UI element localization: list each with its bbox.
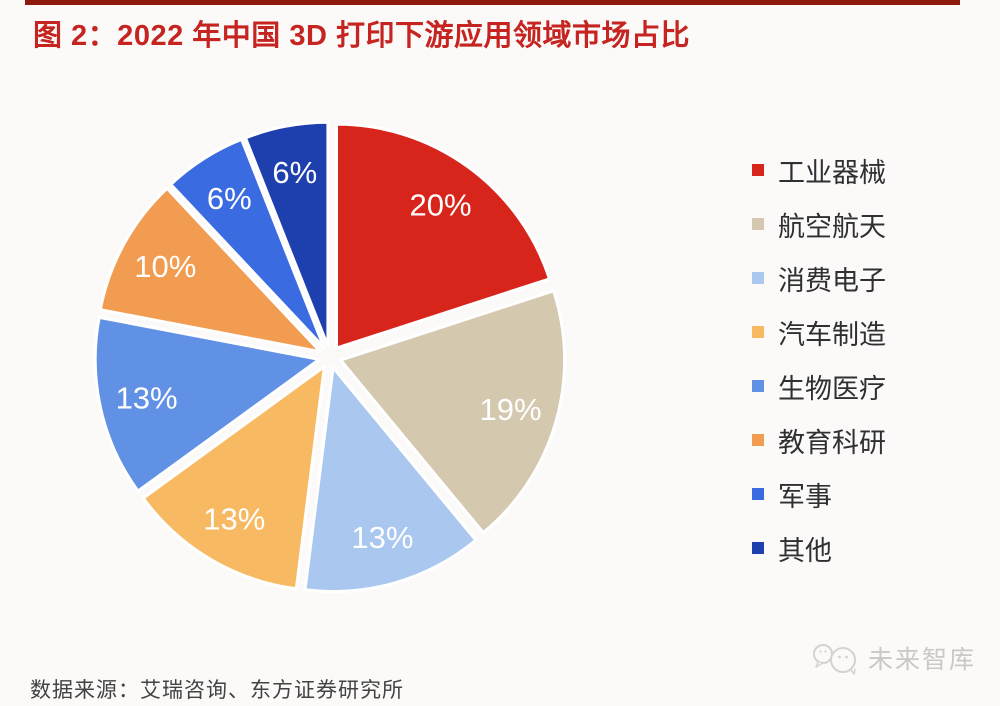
legend-item-1: 航空航天 (752, 197, 886, 251)
pie-slice-label-4: 13% (116, 381, 178, 416)
legend-label: 教育科研 (778, 427, 886, 458)
pie-slice-6 (169, 137, 326, 350)
legend-item-4: 生物医疗 (752, 359, 886, 413)
pie-slice-2 (303, 366, 478, 594)
title-rule (25, 0, 960, 5)
watermark-text: 未来智库 (867, 646, 976, 674)
legend-marker-icon (752, 218, 764, 230)
legend-label: 汽车制造 (778, 319, 886, 350)
legend-label: 军事 (778, 481, 832, 512)
pie-slice-0 (335, 122, 551, 350)
pie-slice-3 (141, 365, 326, 591)
pie-slice-7 (244, 120, 330, 348)
legend-label: 工业器械 (778, 157, 886, 188)
legend-label: 其他 (778, 535, 832, 566)
pie-slice-label-3: 13% (203, 501, 265, 536)
figure-title: 图 2：2022 年中国 3D 打印下游应用领域市场占比 (33, 20, 690, 52)
data-source-note: 数据来源：艾瑞咨询、东方证券研究所 (30, 679, 404, 702)
legend-marker-icon (752, 434, 764, 446)
pie-slice-label-1: 19% (479, 392, 541, 427)
pie-slice-5 (98, 186, 322, 354)
pie-slice-1 (339, 289, 567, 535)
legend-label: 消费电子 (778, 265, 886, 296)
pie-slice-label-2: 13% (351, 520, 413, 555)
legend-marker-icon (752, 272, 764, 284)
pie-slice-label-5: 10% (134, 249, 196, 284)
pie-slice-label-6: 6% (207, 181, 252, 216)
legend-label: 生物医疗 (778, 373, 886, 404)
legend-item-0: 工业器械 (752, 143, 886, 197)
legend: 工业器械航空航天消费电子汽车制造生物医疗教育科研军事其他 (752, 143, 886, 575)
legend-marker-icon (752, 326, 764, 338)
legend-marker-icon (752, 164, 764, 176)
legend-item-7: 其他 (752, 521, 886, 575)
legend-item-6: 军事 (752, 467, 886, 521)
pie-slice-label-7: 6% (272, 155, 317, 190)
legend-label: 航空航天 (778, 211, 886, 242)
legend-item-2: 消费电子 (752, 251, 886, 305)
legend-marker-icon (752, 542, 764, 554)
legend-item-3: 汽车制造 (752, 305, 886, 359)
legend-marker-icon (752, 380, 764, 392)
chat-faces-logo-icon (812, 644, 856, 675)
pie-slice-4 (93, 315, 321, 493)
legend-item-5: 教育科研 (752, 413, 886, 467)
pie-slice-label-0: 20% (409, 187, 471, 222)
watermark: 未来智库 (810, 640, 976, 676)
legend-marker-icon (752, 488, 764, 500)
